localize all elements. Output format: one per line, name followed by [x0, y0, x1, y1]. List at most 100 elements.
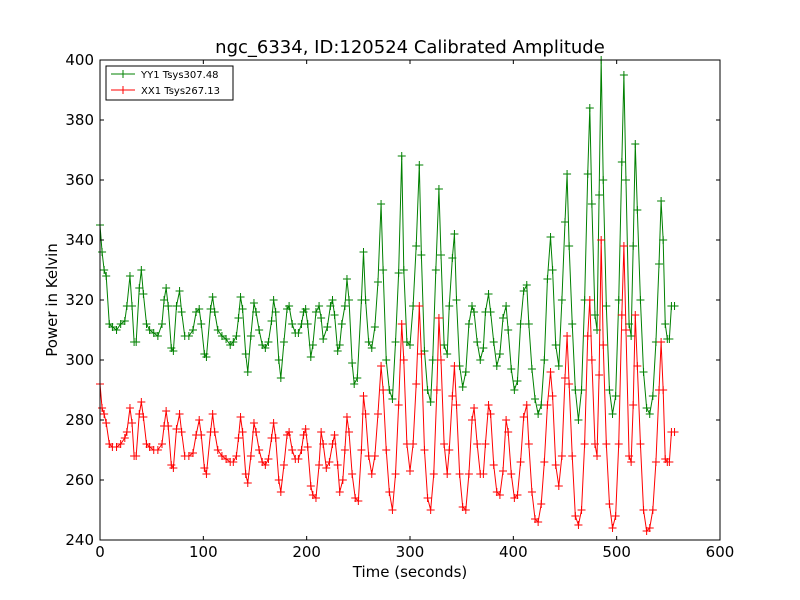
data-point	[367, 470, 376, 478]
data-point	[502, 416, 511, 424]
data-point	[122, 428, 131, 436]
data-point	[232, 452, 241, 460]
data-point	[614, 440, 623, 448]
data-point	[236, 293, 245, 301]
data-point	[434, 314, 443, 322]
data-point	[519, 287, 528, 295]
data-point	[391, 338, 400, 346]
x-tick-label: 100	[189, 543, 218, 561]
data-point	[617, 311, 626, 319]
series-layer	[96, 56, 679, 535]
data-point	[499, 314, 507, 322]
data-point	[619, 71, 628, 79]
data-point	[527, 365, 536, 373]
data-point	[627, 458, 636, 466]
data-point	[276, 374, 285, 382]
data-point	[417, 350, 426, 358]
data-point	[175, 410, 184, 418]
data-point	[495, 350, 504, 358]
data-point	[614, 296, 623, 304]
data-point	[540, 356, 549, 364]
data-point	[276, 488, 285, 496]
data-point	[264, 338, 273, 346]
data-point	[394, 269, 403, 277]
data-point	[590, 311, 599, 319]
data-point	[335, 488, 344, 496]
data-point	[611, 512, 620, 520]
data-point	[574, 416, 583, 424]
data-point	[543, 275, 552, 283]
series-1	[96, 236, 679, 535]
data-point	[580, 440, 589, 448]
data-point	[657, 197, 666, 205]
data-point	[619, 242, 628, 250]
data-point	[499, 467, 507, 475]
data-point	[561, 374, 569, 382]
data-point	[112, 326, 121, 334]
x-tick-label: 500	[602, 543, 631, 561]
data-point	[120, 434, 129, 442]
data-point	[473, 440, 482, 448]
data-point	[636, 296, 645, 304]
y-tick-label: 360	[65, 171, 94, 189]
data-point	[513, 377, 522, 385]
data-point	[319, 335, 328, 343]
data-point	[432, 386, 441, 394]
data-point	[554, 362, 563, 370]
data-point	[524, 320, 533, 328]
data-point	[184, 452, 193, 460]
data-point	[648, 506, 657, 514]
data-point	[102, 419, 111, 427]
data-point	[177, 308, 186, 316]
data-point	[328, 296, 337, 304]
data-point	[217, 332, 226, 340]
data-point	[306, 482, 315, 490]
data-point	[269, 419, 278, 427]
data-point	[361, 410, 370, 418]
data-point	[169, 464, 178, 472]
data-point	[440, 341, 449, 349]
data-point	[132, 452, 141, 460]
data-point	[342, 413, 351, 421]
data-point	[303, 320, 312, 328]
data-point	[297, 446, 306, 454]
data-point	[548, 266, 557, 274]
data-point	[587, 356, 596, 364]
data-point	[274, 356, 283, 364]
y-tick-label: 300	[65, 351, 94, 369]
data-point	[249, 419, 258, 427]
data-point	[379, 266, 388, 274]
data-point	[135, 410, 144, 418]
data-point	[484, 290, 493, 298]
data-point	[563, 332, 572, 340]
data-point	[445, 446, 454, 454]
data-point	[238, 428, 247, 436]
data-point	[246, 332, 255, 340]
data-point	[633, 206, 642, 214]
data-point	[288, 446, 297, 454]
data-point	[593, 452, 602, 460]
data-point	[125, 272, 134, 280]
data-point	[241, 350, 250, 358]
data-point	[145, 443, 154, 451]
data-point	[377, 200, 386, 208]
data-point	[437, 251, 445, 259]
data-point	[267, 317, 276, 325]
data-point	[665, 458, 674, 466]
data-point	[370, 323, 379, 331]
data-point	[112, 443, 121, 451]
data-point	[317, 428, 326, 436]
data-point	[364, 338, 373, 346]
data-point	[116, 440, 125, 448]
legend-label-xx1: XX1 Tsys267.13	[141, 86, 220, 97]
data-point	[657, 338, 666, 346]
data-point	[172, 302, 181, 310]
data-point	[373, 410, 382, 418]
data-point	[345, 428, 354, 436]
data-point	[162, 284, 171, 292]
data-point	[557, 296, 566, 304]
data-point	[391, 470, 400, 478]
data-point	[452, 296, 461, 304]
data-point	[125, 404, 134, 412]
data-point	[516, 320, 525, 328]
